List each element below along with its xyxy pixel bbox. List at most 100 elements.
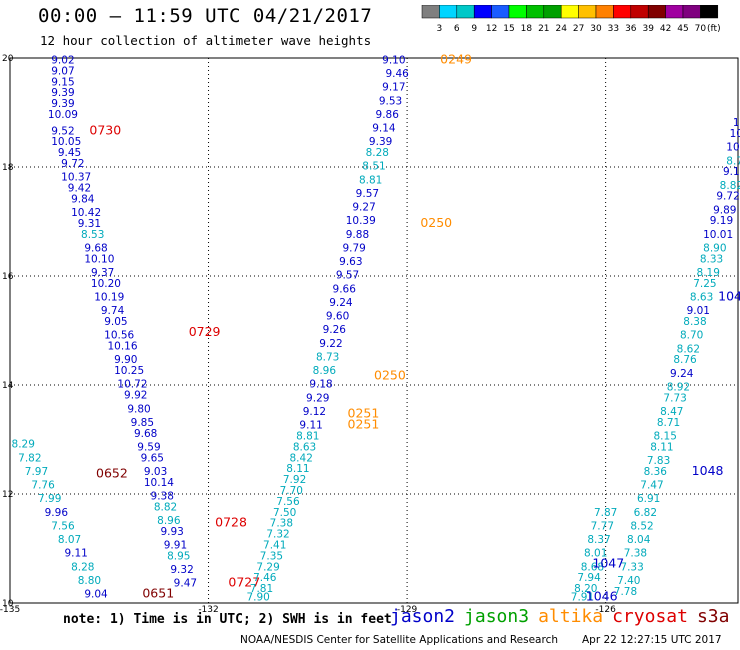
wave-height-value: 8.70 [680, 330, 703, 342]
wave-height-value: 7.73 [663, 392, 686, 404]
wave-height-value: 9.32 [170, 564, 193, 576]
wave-height-value: 8.38 [683, 316, 706, 328]
wave-height-value: 7.25 [693, 278, 716, 290]
wave-height-value: 9.29 [306, 392, 329, 404]
wave-height-value: 9.07 [51, 65, 74, 77]
wave-height-value: 8.90 [703, 242, 726, 254]
wave-height-value: 10.32 [726, 142, 740, 154]
wave-height-value: 10.09 [48, 109, 78, 121]
wave-height-value: 8.92 [667, 381, 690, 393]
pass-time-label: 0729 [189, 324, 221, 339]
wave-height-value: 10.42 [71, 207, 101, 219]
satellite-pass: 0729 [189, 324, 221, 339]
wave-height-value: 9.53 [379, 95, 402, 107]
wave-height-value: 9.12 [303, 406, 326, 418]
colorbar-label: 36 [625, 24, 637, 34]
wave-height-value: 7.50 [273, 507, 296, 519]
satellite-pass: 9.10 9.46 9.179.53 9.86 9.149.398.28 8.518.81… [299, 51, 472, 431]
wave-height-value: 8.82 [154, 501, 177, 513]
pass-time-label: 0651 [142, 586, 174, 601]
wave-height-value: 9.45 [58, 147, 81, 159]
mission-legend: jason2 jason3 altika cryosat s3a [390, 606, 738, 627]
wave-height-value: 9.18 [309, 379, 332, 391]
wave-height-value: 8.20 [574, 583, 597, 595]
wave-height-value: 8.28 [366, 147, 389, 159]
wave-height-value: 9.11 [723, 166, 740, 178]
y-tick-label: 16 [2, 272, 14, 282]
satellite-pass: 0250 [374, 368, 406, 383]
wave-height-value: 9.79 [342, 242, 365, 254]
wave-height-value: 9.90 [114, 354, 137, 366]
pass-time-label: 0652 [96, 466, 128, 481]
x-tick-label: -135 [0, 605, 20, 615]
colorbar-label: 18 [521, 24, 533, 34]
wave-height-value: 10.72 [117, 379, 147, 391]
wave-height-value: 10.37 [61, 172, 91, 184]
wave-height-value: 7.38 [270, 518, 293, 530]
wave-height-value: 9.26 [323, 324, 347, 336]
wave-height-value: 10.19 [94, 292, 124, 304]
colorbar-label: 45 [677, 24, 688, 34]
pass-time-label: 0728 [215, 515, 247, 530]
satellite-pass: 0251 [348, 406, 380, 421]
wave-height-value: 8.71 [657, 417, 680, 429]
pass-time-label: 1046 [586, 588, 618, 603]
wave-height-value: 9.60 [326, 311, 349, 323]
pass-time-label: 1048 [692, 463, 724, 478]
wave-height-value: 8.37 [587, 534, 610, 546]
legend-note: note: 1) Time is in UTC; 2) SWH is in fe… [63, 612, 392, 627]
colorbar-label: 3 [437, 24, 443, 34]
wave-height-value: 9.04 [84, 589, 108, 601]
wave-height-value: 8.15 [654, 431, 677, 443]
wave-height-value: 9.74 [101, 305, 125, 317]
wave-height-value: 10.39 [346, 215, 376, 227]
wave-height-value: 9.15 [51, 76, 74, 88]
colorbar-label: 24 [555, 24, 567, 34]
wave-height-value: 8.52 [630, 520, 653, 532]
wave-height-value: 9.52 [51, 125, 74, 137]
wave-height-value: 9.88 [346, 229, 369, 241]
y-tick-label: 12 [2, 490, 13, 500]
wave-height-value: 8.63 [690, 292, 713, 304]
pass-time-label: 0249 [440, 51, 472, 66]
satellite-pass: 9.018.38 8.708.628.76 9.248.927.73 8.478.71… [644, 289, 740, 478]
wave-height-value: 8.47 [660, 406, 683, 418]
wave-height-value: 7.76 [31, 480, 55, 492]
wave-height-value: 7.97 [25, 466, 48, 478]
wave-height-value: 7.82 [18, 452, 41, 464]
colorbar-label: (ft) [707, 24, 721, 34]
wave-height-value: 9.03 [144, 466, 167, 478]
wave-height-value: 9.86 [376, 109, 400, 121]
wave-height-value: 8.62 [677, 343, 700, 355]
wave-height-value: 8.11 [650, 441, 673, 453]
satellite-pass: 0727 [228, 575, 260, 590]
wave-height-value: 8.95 [167, 550, 190, 562]
wave-height-value: 9.02 [51, 54, 74, 66]
wave-height-value: 8.33 [700, 253, 723, 265]
wave-height-value: 7.35 [260, 550, 283, 562]
satellite-pass: 1046 [586, 588, 618, 603]
wave-height-value: 8.96 [157, 515, 181, 527]
y-tick-label: 14 [2, 381, 14, 391]
colorbar-label: 33 [608, 24, 619, 34]
satellite-pass: 7.476.91 6.828.52 8.04 7.387.33 7.407.78 1048 [614, 463, 724, 598]
colorbar-label: 9 [471, 24, 477, 34]
wave-height-value: 8.81 [296, 431, 319, 443]
satellite-pass: 8.297.82 7.97 7.767.99 9.967.56 8.07 9.118.28… [12, 439, 128, 601]
pass-time-label: 0250 [374, 368, 406, 383]
wave-height-value: 9.24 [670, 368, 694, 380]
wave-height-value: 9.92 [124, 390, 147, 402]
y-tick-label: 20 [2, 54, 14, 64]
wave-height-value: 7.99 [38, 493, 61, 505]
wave-height-value: 9.91 [164, 540, 187, 552]
y-tick-label: 18 [2, 163, 14, 173]
wave-height-value: 7.56 [276, 496, 300, 508]
wave-height-value: 9.46 [385, 68, 409, 80]
wave-height-value: 7.90 [246, 591, 269, 603]
pass-time-label: 1047 [592, 556, 624, 571]
wave-height-value: 9.66 [333, 283, 357, 295]
wave-height-value: 7.40 [617, 575, 640, 587]
wave-height-value: 8.53 [81, 229, 104, 241]
wave-height-value: 9.96 [45, 507, 69, 519]
